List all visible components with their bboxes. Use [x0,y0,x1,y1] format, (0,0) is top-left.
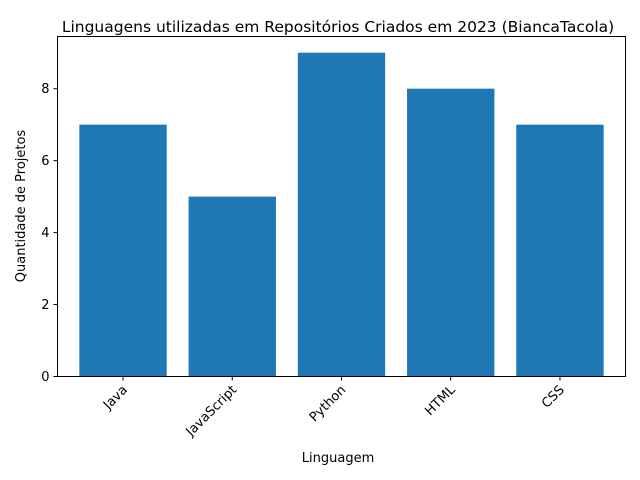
y-axis-label: Quantidade de Projetos [14,130,29,283]
bar-python [297,52,386,377]
bar-css [516,124,604,377]
chart-title: Linguagens utilizadas em Repositórios Cr… [62,18,614,36]
y-tick-label: 6 [41,154,49,169]
plot-area-frame [57,36,626,377]
y-tick-label: 4 [41,226,49,241]
bar-html [407,88,495,377]
y-tick-label: 2 [41,298,49,313]
y-tick-label: 8 [41,82,49,97]
bar-javascript [188,196,276,377]
y-tick-label: 0 [41,370,49,385]
bars-group [79,52,604,377]
x-axis-label: Linguagem [302,451,374,466]
y-ticks-group: 0 2 4 6 8 [41,82,58,385]
bar-java [79,124,167,377]
